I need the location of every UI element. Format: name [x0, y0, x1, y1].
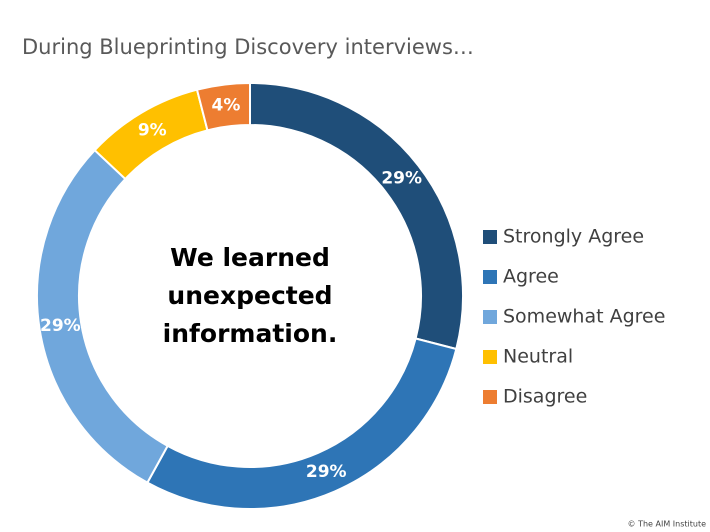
- legend-swatch: [483, 310, 497, 324]
- donut-slice: [195, 81, 251, 132]
- center-text: unexpected: [167, 281, 332, 310]
- chart-title: During Blueprinting Discovery interviews…: [22, 35, 474, 59]
- legend-label: Somewhat Agree: [503, 306, 665, 328]
- legend-label: Agree: [503, 266, 559, 288]
- center-text: information.: [163, 319, 338, 348]
- legend-swatch: [483, 230, 497, 244]
- center-text: We learned: [170, 243, 330, 272]
- value-label: 29%: [40, 316, 81, 336]
- legend-swatch: [483, 390, 497, 404]
- value-label: 4%: [211, 96, 240, 116]
- legend-label: Disagree: [503, 386, 587, 408]
- donut-slice: [146, 337, 458, 510]
- legend-swatch: [483, 270, 497, 284]
- footnote: © The AIM Institute: [628, 520, 707, 529]
- legend-swatch: [483, 350, 497, 364]
- value-label: 29%: [381, 168, 422, 188]
- value-label: 9%: [138, 121, 167, 141]
- legend-label: Neutral: [503, 346, 573, 368]
- value-label: 29%: [306, 462, 347, 482]
- legend-label: Strongly Agree: [503, 226, 644, 248]
